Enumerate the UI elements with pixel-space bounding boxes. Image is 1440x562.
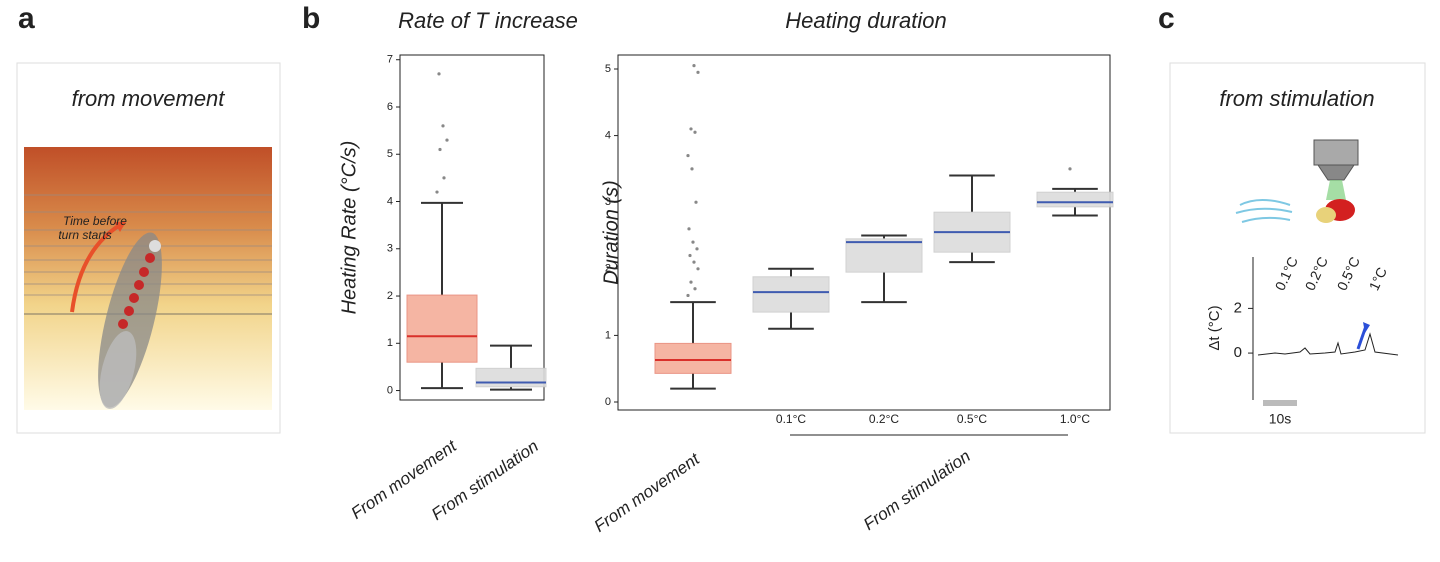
outlier bbox=[445, 138, 449, 142]
outlier bbox=[691, 240, 695, 244]
outlier bbox=[437, 72, 441, 76]
outlier bbox=[686, 153, 690, 158]
outlier bbox=[689, 127, 693, 131]
outlier bbox=[689, 280, 693, 284]
box bbox=[1036, 191, 1114, 208]
y-tick-label: 3 bbox=[387, 243, 393, 255]
arrow-head bbox=[114, 222, 126, 232]
box bbox=[406, 294, 478, 363]
trace-label: 0.1°C bbox=[1272, 254, 1301, 293]
y-tick-label: 0 bbox=[387, 384, 393, 396]
outlier bbox=[694, 200, 698, 204]
annotation: Time before bbox=[63, 214, 127, 228]
y-tick-label: 6 bbox=[387, 101, 393, 113]
y-tick-label: 2 bbox=[387, 290, 393, 302]
x-tick-label: From movement bbox=[591, 449, 704, 536]
scale-bar-label: 10s bbox=[1269, 411, 1292, 427]
panel-frame bbox=[16, 62, 281, 434]
x-tick-label: 0.5°C bbox=[957, 412, 987, 426]
y-axis-label: Δt (°C) bbox=[1206, 305, 1223, 350]
panel-label: b bbox=[302, 2, 320, 35]
blue-arrow-head bbox=[1363, 322, 1370, 333]
y-tick-label: 5 bbox=[605, 63, 611, 75]
outlier bbox=[690, 167, 694, 171]
outlier bbox=[687, 227, 691, 231]
y-tick-label: 7 bbox=[387, 54, 393, 66]
y-tick-label: 3 bbox=[605, 196, 611, 208]
trace-label: 0.5°C bbox=[1334, 254, 1363, 293]
panel-frame bbox=[1169, 62, 1426, 434]
outlier bbox=[442, 176, 446, 180]
y-tick-label: 2 bbox=[605, 263, 611, 275]
y-tick-label: 4 bbox=[605, 129, 611, 141]
y-tick-label: 2 bbox=[1234, 299, 1242, 316]
chart-title: Heating duration bbox=[785, 8, 946, 33]
panel-label: a bbox=[18, 2, 35, 35]
outlier bbox=[693, 130, 697, 134]
outlier bbox=[438, 147, 442, 152]
outlier bbox=[441, 124, 445, 128]
y-ticks: 02 bbox=[1234, 299, 1253, 361]
outlier bbox=[1068, 167, 1072, 171]
objective bbox=[1313, 139, 1359, 223]
time-arrow bbox=[70, 223, 122, 313]
trace-label: 0.2°C bbox=[1302, 254, 1331, 293]
box bbox=[654, 342, 732, 374]
y-tick-label: 0 bbox=[1234, 344, 1242, 361]
outlier bbox=[688, 253, 692, 258]
panel-title: from movement bbox=[72, 86, 226, 111]
outlier bbox=[696, 267, 700, 271]
box bbox=[752, 276, 830, 313]
group-label: From stimulation bbox=[860, 446, 974, 534]
outlier bbox=[696, 70, 700, 74]
air-puff bbox=[1235, 199, 1293, 223]
y-tick-label: 1 bbox=[605, 329, 611, 341]
charts: Rate of T increase Heating Rate (°C/s) 0 1 2… bbox=[338, 8, 1114, 536]
outlier bbox=[435, 190, 439, 194]
y-tick-label: 1 bbox=[387, 337, 393, 349]
y-axis-label: Duration (s) bbox=[600, 180, 622, 284]
x-tick-label: 1.0°C bbox=[1060, 412, 1090, 426]
plot-frame bbox=[399, 54, 545, 401]
y-tick-label: 4 bbox=[387, 195, 393, 207]
outlier bbox=[686, 293, 690, 298]
panel-title: from stimulation bbox=[1219, 86, 1374, 111]
trace-label: 1°C bbox=[1366, 265, 1390, 293]
chart-title: Rate of T increase bbox=[398, 8, 578, 33]
panel-label: c bbox=[1158, 2, 1175, 35]
scale-bar bbox=[1263, 400, 1297, 406]
y-axis-label: Heating Rate (°C/s) bbox=[338, 141, 360, 315]
plot-frame bbox=[617, 54, 1111, 411]
annotation: turn starts bbox=[58, 228, 111, 242]
box bbox=[845, 238, 923, 273]
outlier bbox=[692, 64, 696, 68]
y-tick-label: 0 bbox=[605, 396, 611, 408]
larva bbox=[98, 232, 162, 410]
y-tick-label: 5 bbox=[387, 148, 393, 160]
x-tick-label: 0.2°C bbox=[869, 412, 899, 426]
x-tick-label: 0.1°C bbox=[776, 412, 806, 426]
outlier bbox=[695, 247, 699, 251]
box bbox=[475, 367, 547, 388]
outlier bbox=[692, 260, 696, 264]
outlier bbox=[693, 287, 697, 291]
trace bbox=[1257, 332, 1399, 356]
